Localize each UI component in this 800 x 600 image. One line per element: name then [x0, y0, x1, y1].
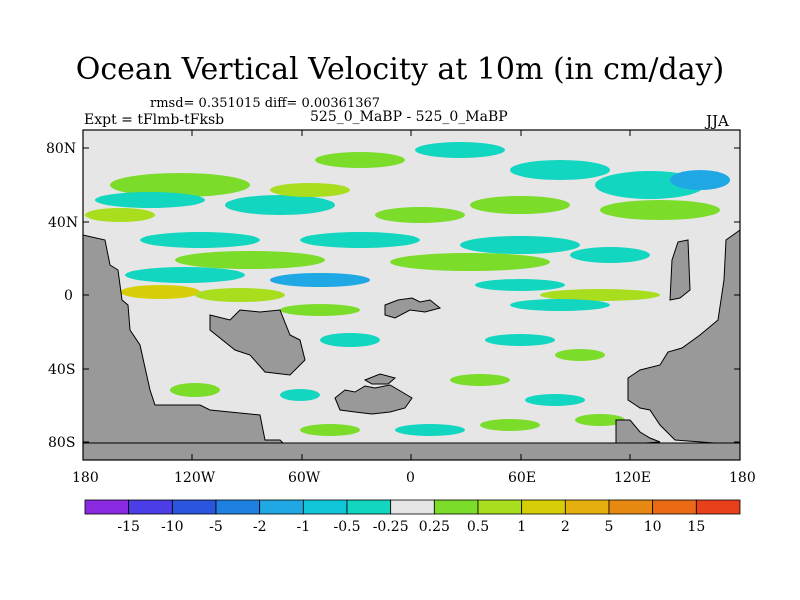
colorbar-swatch: [128, 499, 173, 515]
lat-label: 40N: [48, 215, 78, 231]
colorbar-label: -10: [161, 519, 184, 535]
anomaly-blob: [570, 247, 650, 263]
experiment-label: Expt = tFlmb-tFksb: [84, 112, 225, 128]
lat-label: 40S: [48, 362, 75, 378]
land-south-america: [209, 309, 306, 376]
lat-label: 80S: [48, 435, 75, 451]
stats-line: rmsd= 0.351015 diff= 0.00361367: [150, 96, 381, 111]
anomaly-blob: [450, 374, 510, 386]
anomaly-blob: [475, 279, 565, 291]
anomaly-blob: [280, 389, 320, 401]
anomaly-blob: [270, 183, 350, 197]
anomaly-blob: [395, 424, 465, 436]
anomaly-blob: [415, 142, 505, 158]
colorbar: -15 -10 -5 -2 -1 -0.5 -0.25 0.25 0.5 1 2 5 10 15: [84, 499, 741, 535]
anomaly-blob: [670, 170, 730, 190]
anomaly-blob: [525, 394, 585, 406]
land-south-ring: [334, 384, 413, 415]
anomaly-blob: [120, 285, 200, 299]
colorbar-label: 10: [644, 519, 662, 535]
colorbar-swatch: [259, 499, 304, 515]
anomaly-blob: [225, 195, 335, 215]
lat-axis: 80N 40N 0 40S 80S: [46, 141, 740, 451]
case-label: 525_0_MaBP - 525_0_MaBP: [310, 109, 508, 125]
colorbar-swatch: [521, 499, 566, 515]
anomaly-blob: [300, 232, 420, 248]
anomaly-blob: [320, 333, 380, 347]
anomaly-field: [85, 142, 730, 436]
lon-label: 180: [729, 470, 756, 486]
anomaly-blob: [85, 208, 155, 222]
anomaly-blob: [95, 192, 205, 208]
lon-label: 60E: [508, 470, 536, 486]
colorbar-label: 15: [687, 519, 705, 535]
colorbar-label: -2: [253, 519, 267, 535]
colorbar-swatch: [171, 499, 217, 515]
colorbar-swatch: [652, 499, 697, 515]
anomaly-blob: [170, 383, 220, 397]
anomaly-blob: [110, 173, 250, 197]
land-east-bar: [669, 239, 691, 301]
anomaly-blob: [270, 273, 370, 287]
lon-label: 180: [72, 470, 99, 486]
anomaly-blob: [390, 253, 550, 271]
colorbar-swatch: [608, 499, 654, 515]
anomaly-blob: [575, 414, 625, 426]
lat-label: 80N: [46, 141, 76, 157]
land-island: [384, 297, 442, 319]
anomaly-blob: [300, 424, 360, 436]
season-label: JJA: [706, 112, 729, 130]
colorbar-label: -5: [209, 519, 223, 535]
anomaly-blob: [315, 152, 405, 168]
colorbar-label: 1: [517, 519, 526, 535]
colorbar-swatch: [346, 499, 392, 515]
colorbar-label: -0.5: [334, 519, 361, 535]
map-title: Ocean Vertical Velocity at 10m (in cm/da…: [75, 52, 725, 87]
colorbar-swatch: [302, 499, 348, 515]
anomaly-blob: [375, 207, 465, 223]
anomaly-blob: [510, 160, 610, 180]
anomaly-blob: [460, 236, 580, 254]
anomaly-blob: [510, 299, 610, 311]
anomaly-blob: [125, 267, 245, 283]
land-west: [82, 234, 287, 446]
land-masses: [82, 229, 741, 461]
colorbar-label: 5: [605, 519, 614, 535]
land-east: [627, 229, 741, 446]
colorbar-label: -1: [297, 519, 311, 535]
lon-label: 120E: [614, 470, 651, 486]
colorbar-label: 0.25: [419, 519, 450, 535]
colorbar-swatch: [477, 499, 523, 515]
colorbar-label: -0.25: [373, 519, 409, 535]
anomaly-blob: [600, 200, 720, 220]
anomaly-blob: [175, 251, 325, 269]
colorbar-swatch: [433, 499, 479, 515]
colorbar-swatch: [84, 499, 130, 515]
anomaly-blob: [555, 349, 605, 361]
land-south-ring-top: [363, 373, 397, 385]
lon-label: 60W: [288, 470, 321, 486]
anomaly-blob: [470, 196, 570, 214]
lon-axis: 180 120W 60W 0 60E 120E 180: [72, 130, 756, 486]
colorbar-label: -15: [117, 519, 140, 535]
anomaly-blob: [140, 232, 260, 248]
colorbar-swatch: [390, 499, 435, 515]
colorbar-swatch: [564, 499, 610, 515]
anomaly-blob: [280, 304, 360, 316]
anomaly-blob: [540, 289, 660, 301]
colorbar-label: 2: [561, 519, 570, 535]
anomaly-blob: [480, 419, 540, 431]
anomaly-blob: [195, 288, 285, 302]
lon-label: 0: [406, 470, 415, 486]
lat-label: 0: [64, 288, 73, 304]
lon-label: 120W: [174, 470, 216, 486]
anomaly-blob: [485, 334, 555, 346]
colorbar-swatch: [215, 499, 261, 515]
colorbar-swatch: [695, 499, 741, 515]
colorbar-label: 0.5: [467, 519, 489, 535]
